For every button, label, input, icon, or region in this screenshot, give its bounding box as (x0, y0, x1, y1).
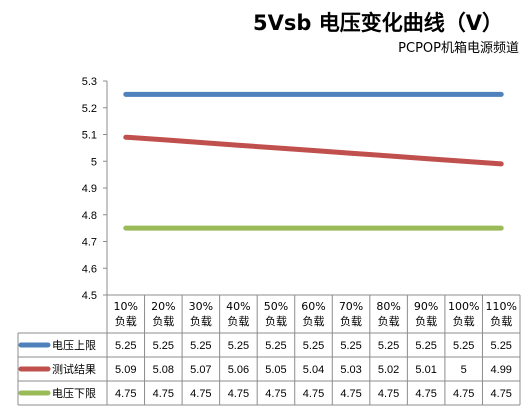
data-label: 4.75 (340, 388, 361, 400)
data-label: 4.99 (491, 364, 512, 376)
data-label: 5.02 (378, 364, 399, 376)
y-tick-label: 5.2 (82, 103, 97, 115)
data-label: 4.75 (303, 388, 324, 400)
x-category-label: 80%负载 (376, 300, 400, 328)
x-category-label: 110%负载 (486, 300, 517, 328)
data-label: 5.25 (415, 340, 436, 352)
x-category-label: 10%负载 (114, 300, 138, 328)
data-label: 5.09 (115, 364, 136, 376)
series-layer (123, 91, 504, 231)
y-tick-label: 5.3 (82, 76, 97, 88)
legend-label: 电压下限 (52, 387, 96, 400)
data-label: 4.75 (190, 388, 211, 400)
x-category-label: 100%负载 (448, 300, 479, 328)
x-category-label: 70%负载 (339, 300, 363, 328)
x-category-label: 20%负载 (151, 300, 175, 328)
data-label: 5.03 (340, 364, 361, 376)
x-category-label: 40%负载 (226, 300, 250, 328)
y-tick-label: 5.1 (82, 130, 97, 142)
data-label: 5.25 (115, 340, 136, 352)
series-line-2 (123, 134, 504, 167)
data-label: 4.75 (228, 388, 249, 400)
data-label: 5.25 (228, 340, 249, 352)
data-label: 5 (461, 364, 467, 376)
data-table: 10%负载 20%负载 30%负载 40%负载 50%负载 60%负载 70%负载 80%负载… (17, 294, 521, 406)
data-label: 4.75 (491, 388, 512, 400)
y-tick-label: 5 (91, 156, 97, 168)
data-label: 5.25 (491, 340, 512, 352)
data-label: 5.07 (190, 364, 211, 376)
y-tick-label: 4.6 (82, 263, 97, 275)
data-label: 5.25 (265, 340, 286, 352)
data-label: 4.75 (415, 388, 436, 400)
x-category-label: 90%负载 (414, 300, 438, 328)
data-label: 5.25 (153, 340, 174, 352)
chart-subtitle: PCPOP机箱电源频道 (398, 40, 519, 56)
y-tick-label: 4.9 (82, 183, 97, 195)
data-label: 5.01 (415, 364, 436, 376)
x-category-label: 50%负载 (264, 300, 288, 328)
data-label: 4.75 (115, 388, 136, 400)
data-label: 5.25 (340, 340, 361, 352)
y-tick-label: 4.8 (82, 210, 97, 222)
data-label: 4.75 (153, 388, 174, 400)
data-label: 5.05 (265, 364, 286, 376)
data-label: 5.25 (378, 340, 399, 352)
y-tick-label: 4.7 (82, 237, 97, 249)
legend-label: 电压上限 (52, 339, 96, 352)
data-label: 4.75 (453, 388, 474, 400)
data-label: 5.25 (453, 340, 474, 352)
chart-title: 5Vsb 电压变化曲线（V） (253, 11, 503, 35)
axis-layer: 5.3 5.2 5.1 5 4.9 4.8 4.7 4.6 4.5 (82, 76, 108, 302)
legend-label: 测试结果 (52, 363, 96, 376)
data-label: 4.75 (265, 388, 286, 400)
data-label: 5.06 (228, 364, 249, 376)
data-label: 5.25 (190, 340, 211, 352)
data-label: 5.08 (153, 364, 174, 376)
data-label: 5.25 (303, 340, 324, 352)
x-category-label: 30%负载 (189, 300, 213, 328)
y-tick-label: 4.5 (82, 290, 97, 302)
x-category-label: 60%负载 (301, 300, 325, 328)
data-label: 4.75 (378, 388, 399, 400)
data-label: 5.04 (303, 364, 324, 376)
